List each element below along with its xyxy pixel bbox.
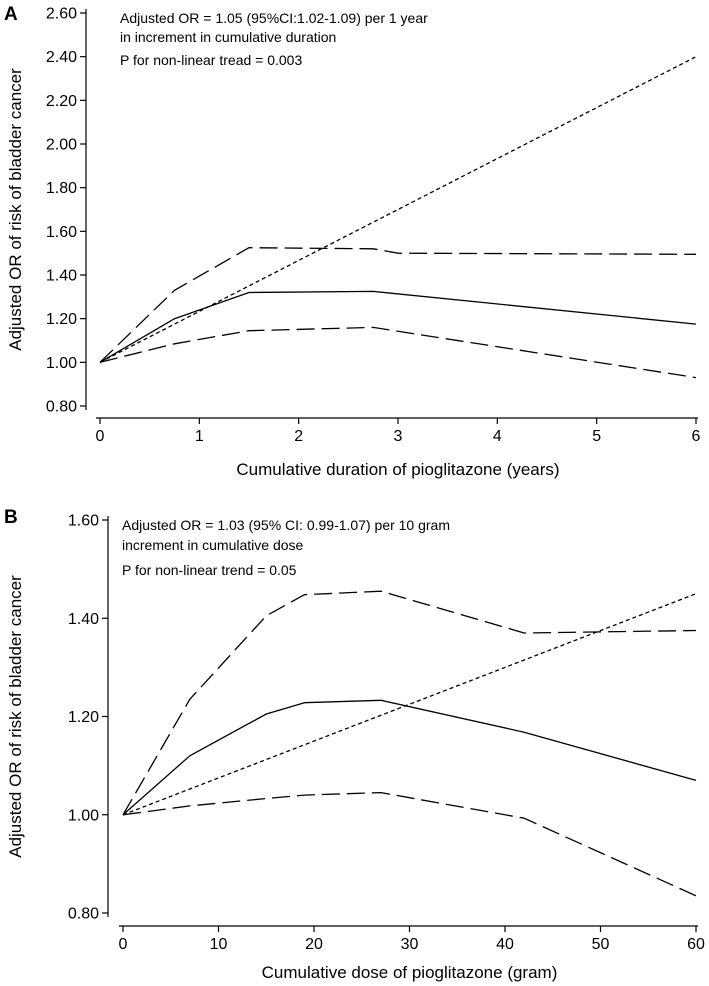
- p1-annotation-line: increment in cumulative dose: [122, 537, 304, 553]
- p0-series-short-dash-line-3: [99, 56, 697, 363]
- p0-y-tick-label: 1.60: [46, 224, 77, 241]
- p1-x-tick-label: 40: [496, 936, 514, 953]
- p0-x-tick-label: 4: [493, 428, 502, 445]
- p0-y-tick-label: 2.40: [46, 49, 77, 66]
- p0-x-tick-label: 5: [592, 428, 601, 445]
- p1-x-tick-label: 0: [119, 936, 128, 953]
- p0-annotation-line: Adjusted OR = 1.05 (95%CI:1.02-1.09) per…: [120, 10, 428, 26]
- p0-x-tick-label: 1: [195, 428, 204, 445]
- p0-annotation-line: P for non-linear tread = 0.003: [120, 52, 302, 68]
- p0-x-tick-label: 0: [96, 428, 105, 445]
- p1-y-tick-label: 1.20: [68, 709, 99, 726]
- p0-y-tick-label: 1.00: [46, 355, 77, 372]
- p0-y-tick-label: 1.80: [46, 180, 77, 197]
- p0-y-tick-label: 2.20: [46, 93, 77, 110]
- p1-panel-label: B: [4, 507, 18, 528]
- p0-y-tick-label: 2.00: [46, 137, 77, 154]
- p1-series-long-dash-line-1: [122, 590, 697, 816]
- p0-series-solid-line-0: [99, 290, 697, 363]
- p1-annotation-line: P for non-linear trend = 0.05: [122, 562, 297, 578]
- p1-y-axis-title: Adjusted OR of risk of bladder cancer: [6, 575, 25, 858]
- p1-x-tick-label: 20: [305, 936, 323, 953]
- p0-y-tick-label: 0.80: [46, 399, 77, 416]
- p1-y-tick-label: 1.60: [68, 513, 99, 530]
- p1-series-solid-line-0: [122, 699, 697, 816]
- p1-x-tick-label: 60: [687, 936, 705, 953]
- p0-annotation-line: in increment in cumulative duration: [120, 29, 336, 45]
- p1-x-tick-label: 50: [592, 936, 610, 953]
- p1-x-tick-label: 10: [210, 936, 228, 953]
- p0-panel-label: A: [4, 4, 18, 25]
- p0-x-tick-label: 6: [692, 428, 701, 445]
- p1-series-short-dash-line-3: [122, 593, 697, 816]
- p0-series-long-dash-line-2: [99, 326, 697, 379]
- p1-y-tick-label: 1.40: [68, 611, 99, 628]
- p0-y-axis-title: Adjusted OR of risk of bladder cancer: [6, 68, 25, 351]
- p0-x-tick-label: 3: [394, 428, 403, 445]
- p0-y-tick-label: 1.20: [46, 311, 77, 328]
- p0-series-long-dash-line-1: [99, 247, 697, 363]
- p1-x-tick-label: 30: [401, 936, 419, 953]
- p0-x-axis-title: Cumulative duration of pioglitazone (yea…: [236, 460, 559, 479]
- p0-y-tick-label: 1.40: [46, 268, 77, 285]
- p1-y-tick-label: 0.80: [68, 906, 99, 923]
- p1-annotation-line: Adjusted OR = 1.03 (95% CI: 0.99-1.07) p…: [122, 517, 450, 533]
- p1-y-tick-label: 1.00: [68, 807, 99, 824]
- p1-x-axis-title: Cumulative dose of pioglitazone (gram): [262, 963, 558, 982]
- p0-x-tick-label: 2: [294, 428, 303, 445]
- p1-series-long-dash-line-2: [122, 791, 697, 897]
- p0-y-tick-label: 2.60: [46, 6, 77, 23]
